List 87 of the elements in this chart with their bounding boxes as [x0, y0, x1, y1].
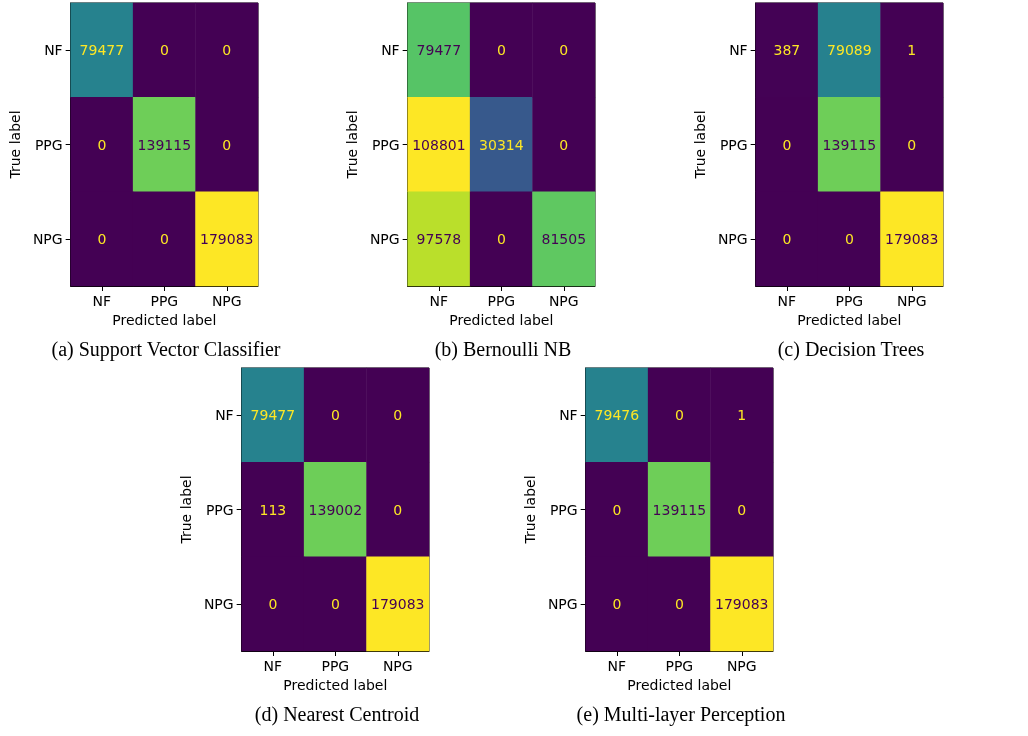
data-label: 0 — [612, 501, 622, 518]
data-label: 113 — [259, 501, 287, 518]
y-tick-label: NPG — [547, 595, 578, 612]
text: (d) Nearest Centroid — [254, 703, 420, 726]
data-label: 139002 — [308, 501, 363, 518]
x-tick-label: PPG — [487, 293, 516, 309]
y-tick-label: NF — [44, 42, 63, 59]
x-tick-label: NPG — [382, 658, 413, 674]
data-label: 0 — [559, 42, 569, 59]
x-axis-title: Predicted label — [283, 676, 388, 693]
x-tick-label: PPG — [665, 658, 694, 674]
data-label: 0 — [159, 230, 169, 247]
data-label: 0 — [330, 595, 340, 612]
data-label: 179083 — [371, 595, 425, 612]
x-tick-label: PPG — [321, 658, 350, 674]
y-tick-label: NPG — [203, 595, 234, 612]
data-label: 108801 — [412, 136, 466, 153]
data-label: 387 — [773, 42, 801, 59]
x-tick-label: NF — [429, 293, 449, 309]
data-label: 179083 — [885, 230, 939, 247]
x-tick-label: NF — [607, 658, 627, 674]
y-tick-label: PPG — [34, 136, 63, 153]
data-label: 0 — [782, 230, 792, 247]
data-label: 79477 — [250, 407, 296, 424]
data-label: 0 — [159, 42, 169, 59]
data-label: 0 — [268, 595, 278, 612]
data-label: 79089 — [827, 42, 872, 59]
x-axis-title: Predicted label — [449, 311, 554, 328]
y-axis-title: True label — [692, 110, 708, 180]
x-axis-title: Predicted label — [112, 311, 217, 328]
data-label: 79476 — [594, 407, 640, 424]
y-tick-label: NF — [729, 42, 748, 59]
data-label: 0 — [782, 136, 792, 153]
x-axis-title: Predicted label — [627, 676, 732, 693]
data-label: 0 — [496, 230, 506, 247]
data-label: 0 — [674, 407, 684, 424]
data-label: 139115 — [822, 136, 877, 153]
data-label: 139115 — [652, 501, 707, 518]
data-label: 0 — [393, 501, 403, 518]
data-label: 179083 — [715, 595, 769, 612]
x-tick-label: NF — [263, 658, 283, 674]
data-label: 0 — [907, 136, 917, 153]
x-axis-title: Predicted label — [797, 311, 902, 328]
y-axis-title: True label — [344, 110, 360, 180]
data-label: 0 — [559, 136, 569, 153]
text: (b) Bernoulli NB — [434, 338, 572, 361]
data-label: 1 — [737, 407, 747, 424]
data-label: 81505 — [541, 230, 587, 247]
data-label: 79477 — [416, 42, 462, 59]
data-label: 79477 — [79, 42, 125, 59]
data-label: 30314 — [479, 136, 524, 153]
y-tick-label: NF — [559, 407, 578, 424]
y-tick-label: NPG — [717, 230, 748, 247]
y-tick-label: PPG — [205, 501, 234, 518]
x-tick-label: NF — [777, 293, 797, 309]
y-axis-title: True label — [7, 110, 23, 180]
data-label: 0 — [674, 595, 684, 612]
data-label: 0 — [222, 42, 232, 59]
text: (c) Decision Trees — [777, 338, 925, 361]
y-tick-label: NF — [215, 407, 234, 424]
x-tick-label: PPG — [835, 293, 864, 309]
data-label: 0 — [393, 407, 403, 424]
data-label: 0 — [612, 595, 622, 612]
x-tick-label: PPG — [150, 293, 179, 309]
text: (e) Multi-layer Perception — [576, 703, 786, 726]
y-tick-label: NPG — [369, 230, 400, 247]
data-label: 0 — [222, 136, 232, 153]
y-tick-label: PPG — [719, 136, 748, 153]
y-axis-title: True label — [178, 475, 194, 545]
data-label: 97578 — [416, 230, 462, 247]
text: (a) Support Vector Classifier — [51, 338, 281, 361]
data-label: 0 — [844, 230, 854, 247]
x-tick-label: NF — [92, 293, 112, 309]
y-tick-label: PPG — [549, 501, 578, 518]
y-tick-label: PPG — [371, 136, 400, 153]
data-label: 139115 — [137, 136, 192, 153]
x-tick-label: NPG — [896, 293, 927, 309]
data-label: 0 — [737, 501, 747, 518]
y-tick-label: NPG — [32, 230, 63, 247]
data-label: 0 — [330, 407, 340, 424]
data-label: 0 — [97, 230, 107, 247]
y-tick-label: NF — [381, 42, 400, 59]
data-label: 179083 — [200, 230, 254, 247]
data-label: 0 — [97, 136, 107, 153]
data-label: 1 — [907, 42, 917, 59]
data-label: 0 — [496, 42, 506, 59]
y-axis-title: True label — [522, 475, 538, 545]
